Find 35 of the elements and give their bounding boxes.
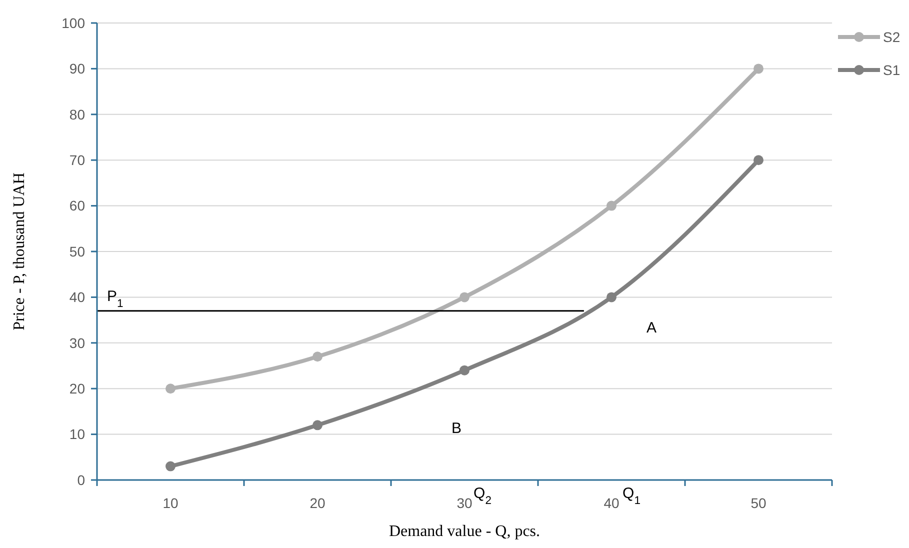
y-tick-label: 20 <box>69 380 86 396</box>
x-tick-label: 30 <box>456 495 472 511</box>
point <box>754 64 764 74</box>
point <box>460 365 470 376</box>
y-tick-label: 40 <box>69 289 86 306</box>
annotation: B <box>451 420 462 438</box>
point <box>754 155 764 166</box>
x-tick-label: 40 <box>604 495 620 511</box>
point <box>606 200 616 211</box>
annotation: A <box>646 320 657 337</box>
y-tick-label: 100 <box>62 14 86 31</box>
point <box>312 420 322 430</box>
point <box>312 352 322 362</box>
legend-label: S2 <box>883 28 900 45</box>
y-tick-label: 0 <box>77 472 86 488</box>
y-tick-label: 80 <box>69 106 86 122</box>
y-tick-label: 60 <box>69 198 86 214</box>
point <box>460 292 470 302</box>
y-tick-label: 30 <box>69 334 86 351</box>
ref-line-label: P$_{1}$ <box>107 288 124 310</box>
y-tick-label: 90 <box>69 60 86 77</box>
text: Q$_{2}$ <box>474 485 492 507</box>
legend-label: S1 <box>883 62 900 78</box>
y-axis-title: Price - P, thousand UAH <box>11 172 28 330</box>
x-tick-label: 50 <box>750 495 766 511</box>
y-tick-label: 50 <box>69 243 86 260</box>
y-tick-label: 10 <box>69 426 86 442</box>
x-tick-label: 10 <box>162 495 178 511</box>
x-tick-label: 20 <box>310 495 326 511</box>
text: Q$_{1}$ <box>622 485 640 507</box>
point <box>166 384 176 394</box>
y-tick-label: 70 <box>69 152 86 168</box>
point <box>606 292 616 302</box>
point <box>166 461 176 472</box>
x-axis-title: Demand value - Q, pcs. <box>388 523 540 540</box>
